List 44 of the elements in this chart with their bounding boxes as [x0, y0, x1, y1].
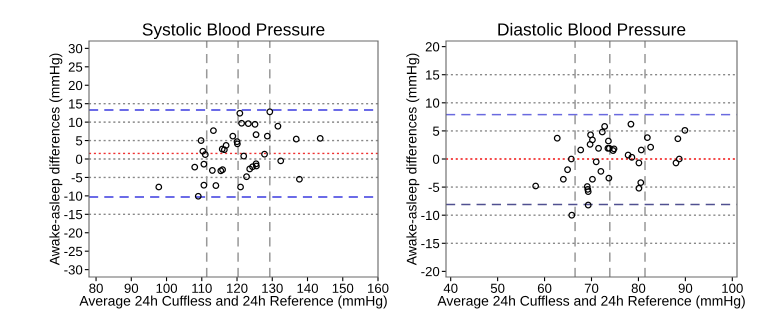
- x-tick-label: 100: [722, 284, 743, 293]
- y-tick-label: 5: [76, 136, 82, 146]
- chart-title: Systolic Blood Pressure: [142, 22, 324, 40]
- y-tick-label: -10: [64, 191, 82, 201]
- chart-title: Diastolic Blood Pressure: [498, 22, 686, 36]
- x-tick-label: 80: [89, 284, 103, 293]
- y-tick-label: 10: [69, 118, 82, 128]
- y-tick-label: -30: [64, 265, 82, 275]
- x-tick-label: 100: [156, 284, 178, 293]
- x-tick-label: 150: [332, 284, 354, 293]
- y-tick-label: -15: [64, 210, 82, 220]
- x-tick-label: 60: [538, 284, 552, 293]
- x-axis-title: Average 24h Cuffless and 24h Reference (mmHg): [79, 296, 387, 308]
- y-tick-label: 0: [76, 154, 82, 164]
- x-tick-label: 40: [444, 284, 458, 293]
- y-tick-label: 20: [68, 80, 82, 90]
- y-tick-label: 20: [426, 42, 440, 52]
- y-tick-label: -5: [72, 173, 82, 182]
- x-tick-label: 90: [678, 284, 692, 293]
- x-tick-label: 120: [227, 284, 248, 293]
- y-axis-title: Awake-asleep differences (mmHg): [49, 54, 62, 266]
- y-axis-title: Awake-asleep differences (mmHg): [406, 54, 420, 266]
- x-tick-label: 90: [124, 284, 138, 293]
- x-axis-title: Average 24h Cuffless and 24h Reference (mmHg): [437, 296, 745, 308]
- x-tick-label: 70: [584, 284, 598, 293]
- y-tick-label: 10: [426, 98, 440, 108]
- y-tick-label: -5: [428, 182, 440, 192]
- y-tick-label: -25: [64, 246, 82, 256]
- x-tick-label: 110: [192, 284, 212, 293]
- y-tick-label: 25: [68, 62, 82, 72]
- y-tick-label: -20: [421, 266, 440, 276]
- x-tick-label: 160: [368, 284, 388, 293]
- x-tick-label: 130: [262, 284, 283, 293]
- y-tick-label: -10: [421, 210, 440, 220]
- y-tick-label: 15: [426, 70, 440, 80]
- x-tick-label: 50: [490, 284, 504, 293]
- y-tick-label: -15: [421, 238, 440, 248]
- y-tick-label: -20: [64, 228, 82, 238]
- y-tick-label: 15: [69, 99, 82, 109]
- y-tick-label: 0: [432, 154, 440, 164]
- y-tick-label: 30: [68, 44, 82, 54]
- x-tick-label: 80: [632, 284, 646, 293]
- x-tick-label: 140: [298, 284, 318, 293]
- y-tick-label: 5: [432, 126, 440, 136]
